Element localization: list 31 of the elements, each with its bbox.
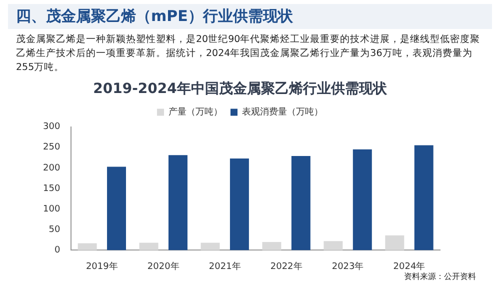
bar: [78, 243, 97, 250]
y-tick-label: 300: [42, 122, 60, 132]
x-tick-label: 2023年: [332, 260, 364, 272]
y-tick-label: 150: [42, 184, 60, 194]
text: 茂金属聚乙烯是一种新颖热塑性塑料，是20世纪90年代聚烯烃工业最重要的技术进展，是继线型低密度聚乙烯生产技术后的一项重要革新。据统计，2024年我国茂金属聚乙烯行业产量为36万吨，表观消费量为255万吨。: [16, 33, 482, 75]
bar: [352, 149, 372, 250]
y-tick-label: 50: [48, 224, 60, 235]
text: 四、茂金属聚乙烯（mPE）行业供需现状: [8, 4, 492, 29]
y-tick-label: 250: [42, 142, 60, 153]
bar: [168, 155, 188, 250]
y-tick-label: 0: [54, 246, 60, 256]
x-tick-label: 2020年: [147, 260, 180, 272]
text: 资料来源：公开资料: [404, 271, 476, 282]
x-tick-label: 2019年: [86, 260, 118, 272]
bar: [291, 156, 310, 250]
bar: [200, 242, 220, 250]
y-tick-label: 100: [42, 204, 60, 214]
bar: [385, 235, 404, 250]
bar: [324, 241, 343, 250]
bar: [262, 242, 282, 250]
bar: [414, 145, 434, 250]
bar: [139, 242, 158, 250]
bar: [107, 166, 126, 250]
chart-title: 2019-2024年中国茂金属聚乙烯行业供需现状: [93, 81, 388, 98]
x-tick-label: 2021年: [208, 260, 241, 272]
legend-label: 表观消费量（万吨）: [242, 106, 323, 118]
x-tick-label: 2024年: [393, 260, 426, 272]
y-tick-label: 200: [42, 163, 60, 174]
legend-label: 产量（万吨）: [168, 106, 222, 118]
bar: [230, 158, 249, 250]
x-tick-label: 2022年: [270, 260, 302, 272]
